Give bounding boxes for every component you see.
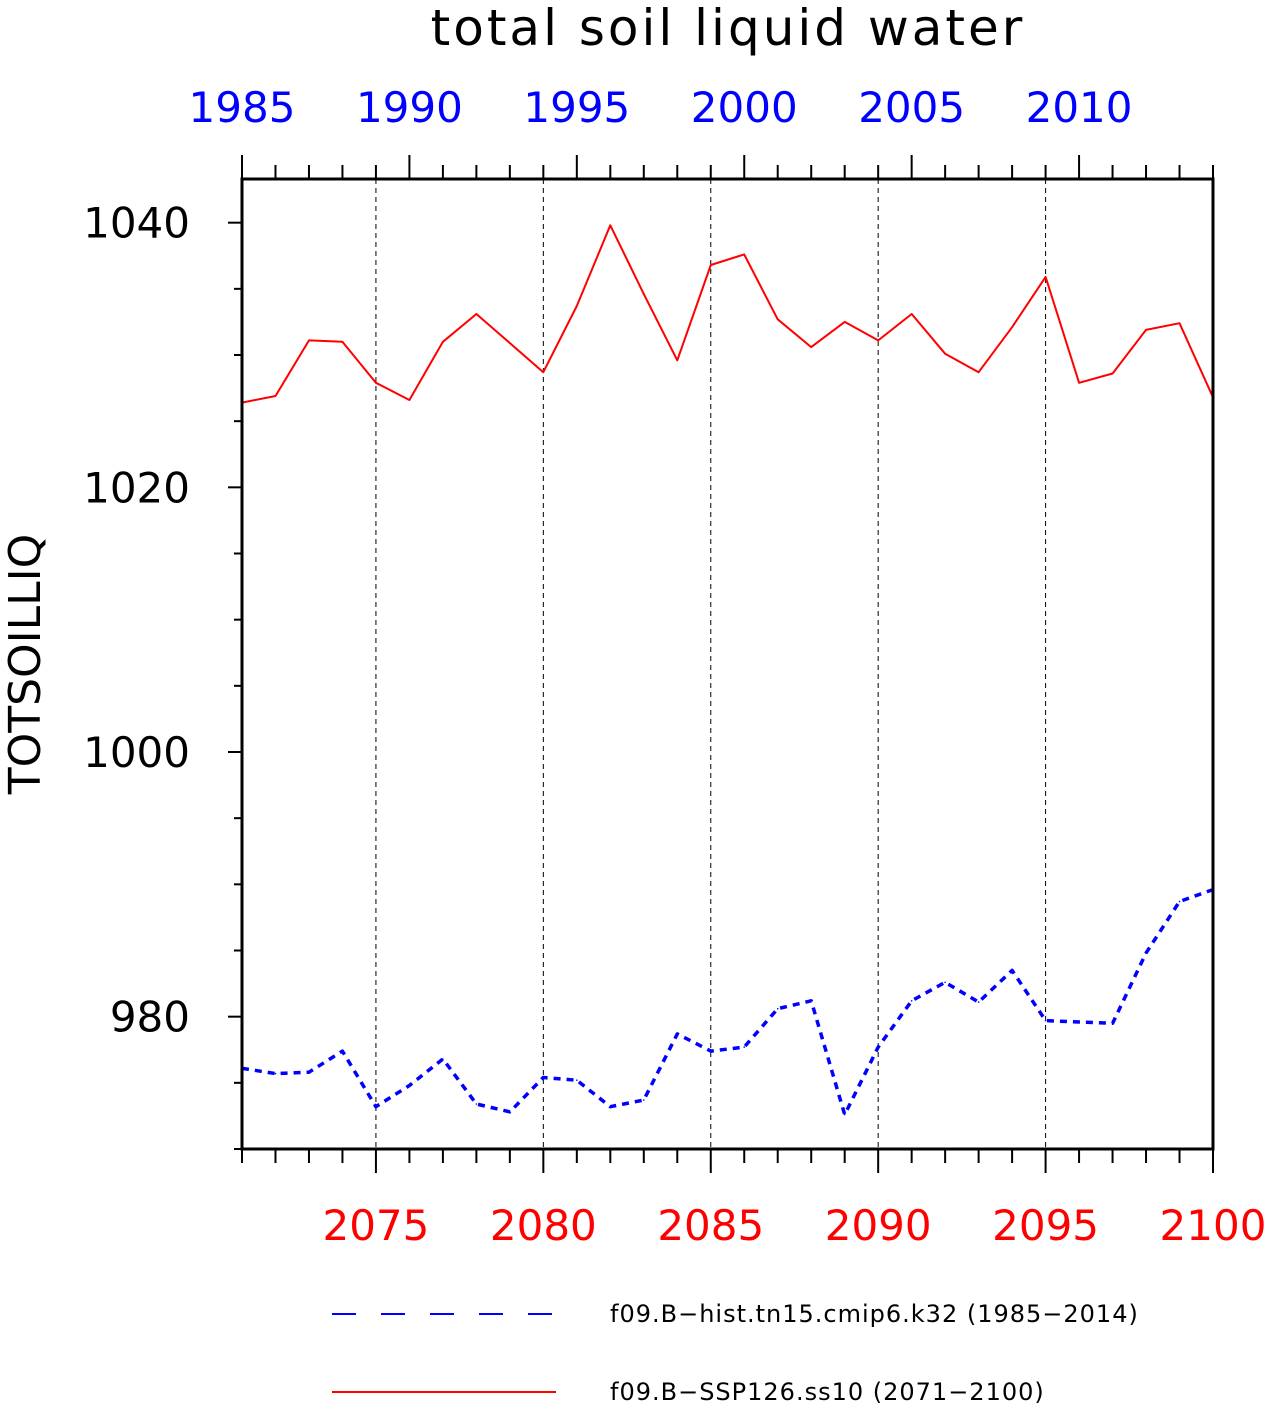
data-point xyxy=(274,395,277,397)
data-point xyxy=(576,305,578,307)
data-point xyxy=(743,253,746,256)
data-point xyxy=(1145,329,1147,331)
data-point xyxy=(1044,276,1047,278)
data-point xyxy=(308,1071,310,1074)
data-point xyxy=(1078,381,1080,384)
data-point xyxy=(776,318,779,321)
top-x-tick-label: 2005 xyxy=(858,83,965,132)
data-point xyxy=(375,1105,377,1108)
top-x-tick-label: 1995 xyxy=(523,83,630,132)
data-point xyxy=(609,224,612,227)
data-point xyxy=(642,293,645,295)
data-point xyxy=(576,1079,578,1081)
data-point xyxy=(676,1033,679,1035)
data-point xyxy=(308,339,310,342)
data-point xyxy=(509,1111,511,1113)
data-point xyxy=(944,981,946,984)
data-point xyxy=(475,1103,478,1105)
data-point xyxy=(642,1099,645,1101)
bottom-x-tick-label: 2090 xyxy=(825,1201,932,1250)
data-point xyxy=(542,1076,545,1079)
data-point xyxy=(408,399,411,401)
data-point xyxy=(910,313,913,315)
y-tick-label: 1020 xyxy=(83,463,190,512)
vertical-grid-lines xyxy=(375,179,1047,1149)
data-point xyxy=(1178,900,1181,903)
data-point xyxy=(1044,1019,1047,1022)
plot-frame xyxy=(240,177,1215,1151)
data-point xyxy=(475,313,478,315)
bottom-x-tick-label: 2100 xyxy=(1160,1201,1267,1250)
data-point xyxy=(810,346,813,348)
data-point xyxy=(442,1058,444,1060)
chart-title: total soil liquid water xyxy=(431,0,1026,57)
y-axis-label: TOTSOILLIQ xyxy=(0,534,51,796)
data-point xyxy=(910,999,913,1002)
data-point xyxy=(341,340,344,343)
data-point xyxy=(776,1007,779,1010)
data-point xyxy=(977,1001,980,1003)
bottom-x-tick-label: 2080 xyxy=(490,1201,597,1250)
ssp-series-line xyxy=(241,224,1214,404)
legend-label: f09.B−hist.tn15.cmip6.k32 (1985−2014) xyxy=(610,1300,1139,1328)
data-point xyxy=(877,339,879,342)
top-x-tick-label: 1990 xyxy=(356,83,463,132)
axis-ticks xyxy=(228,155,1214,1173)
data-point xyxy=(274,1072,277,1075)
top-x-tick-label: 2000 xyxy=(691,83,798,132)
y-tick-label: 1040 xyxy=(83,199,190,248)
data-point xyxy=(1145,952,1147,954)
data-point xyxy=(1078,1021,1080,1023)
legend: f09.B−hist.tn15.cmip6.k32 (1985−2014) f09… xyxy=(332,1300,1139,1406)
bottom-x-tick-label: 2075 xyxy=(322,1201,429,1250)
data-point xyxy=(609,1105,612,1108)
data-point xyxy=(810,999,813,1002)
data-point xyxy=(509,342,511,344)
data-point xyxy=(1111,1022,1114,1025)
data-point xyxy=(843,1113,846,1116)
data-point xyxy=(944,352,946,355)
data-point xyxy=(1111,372,1114,375)
data-point xyxy=(375,381,377,384)
data-point xyxy=(408,1084,411,1087)
data-point xyxy=(709,1050,712,1052)
data-point xyxy=(442,340,444,343)
bottom-x-tick-label: 2095 xyxy=(992,1201,1099,1250)
top-x-tick-label: 1985 xyxy=(189,83,296,132)
data-point xyxy=(542,371,545,374)
data-point xyxy=(1011,969,1013,972)
y-tick-label: 1000 xyxy=(83,728,190,777)
data-point xyxy=(1011,326,1013,329)
data-point xyxy=(977,371,980,374)
bottom-x-tick-label: 2085 xyxy=(657,1201,764,1250)
data-point xyxy=(709,264,712,266)
legend-label: f09.B−SSP126.ss10 (2071−2100) xyxy=(610,1378,1045,1406)
data-point xyxy=(676,359,679,362)
y-tick-label: 980 xyxy=(110,993,190,1042)
series-lines xyxy=(241,224,1214,1117)
data-point xyxy=(877,1046,879,1048)
data-point xyxy=(843,321,846,323)
data-point xyxy=(341,1050,344,1052)
tick-labels: 980 1000 1020 1040 2075 2080 2085 2090 2095 2100 1… xyxy=(83,83,1266,1250)
data-point xyxy=(1178,322,1181,325)
top-x-tick-label: 2010 xyxy=(1026,83,1133,132)
hist-series-line xyxy=(241,887,1214,1117)
data-point xyxy=(743,1046,746,1048)
